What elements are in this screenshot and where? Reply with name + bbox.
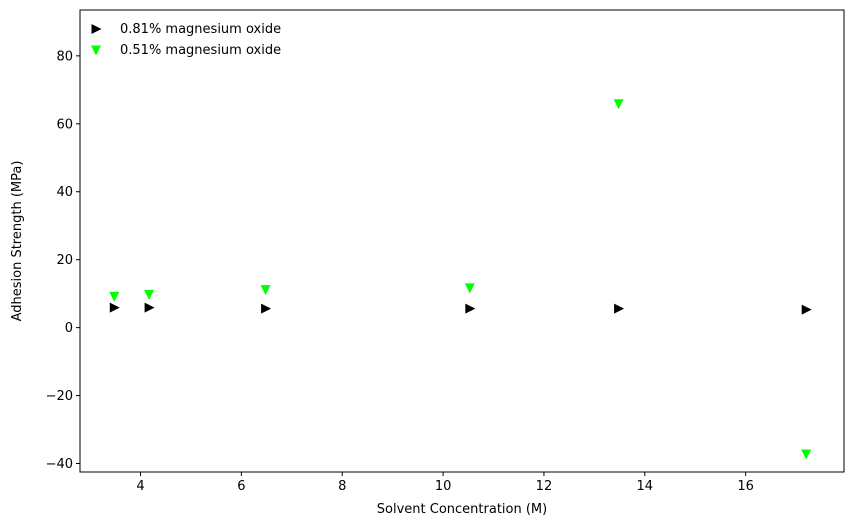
legend: 0.81% magnesium oxide 0.51% magnesium ox…: [91, 22, 281, 58]
data-point: [801, 304, 812, 315]
series-2: [109, 99, 812, 460]
y-tick-label: 0: [65, 321, 73, 336]
data-points: [109, 99, 812, 460]
y-tick-label: 40: [56, 185, 73, 200]
x-tick-label: 4: [136, 479, 144, 494]
x-tick-label: 10: [435, 479, 452, 494]
x-tick-label: 16: [737, 479, 754, 494]
plot-frame: [79, 9, 845, 473]
data-point: [614, 303, 625, 314]
y-axis-title: Adhesion Strength (MPa): [10, 161, 25, 322]
series-1: [109, 302, 812, 315]
x-axis: 4 6 8 10 12 14 16: [136, 472, 754, 494]
data-point: [465, 303, 476, 314]
x-tick-label: 8: [338, 479, 346, 494]
y-axis: −40 −20 0 20 40 60 80: [46, 49, 80, 472]
legend-marker: [91, 24, 102, 34]
y-tick-label: −20: [46, 389, 73, 404]
y-tick-label: −40: [46, 457, 73, 472]
y-tick-label: 80: [56, 49, 73, 64]
data-point: [144, 289, 155, 300]
data-point: [801, 449, 812, 460]
x-axis-title: Solvent Concentration (M): [377, 502, 547, 517]
data-point: [109, 302, 120, 313]
data-point: [613, 99, 624, 110]
data-point: [464, 283, 475, 294]
data-point: [261, 303, 272, 314]
legend-marker: [91, 45, 101, 56]
legend-marker-series-1: [91, 24, 102, 34]
y-tick-label: 20: [56, 253, 73, 268]
y-tick-label: 60: [56, 117, 73, 132]
x-tick-label: 12: [536, 479, 553, 494]
legend-marker-series-2: [91, 45, 101, 56]
data-point: [144, 302, 155, 313]
x-tick-label: 14: [637, 479, 654, 494]
x-tick-label: 6: [237, 479, 245, 494]
data-point: [109, 291, 120, 302]
legend-label-series-2: 0.51% magnesium oxide: [120, 43, 281, 58]
data-point: [260, 285, 271, 296]
legend-label-series-1: 0.81% magnesium oxide: [120, 22, 281, 37]
